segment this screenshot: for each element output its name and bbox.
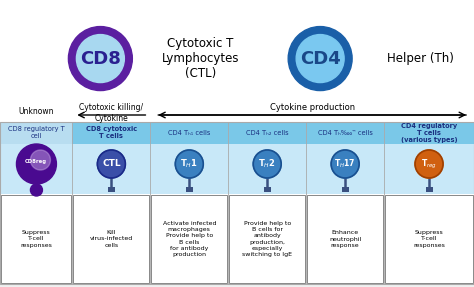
Text: Suppress
T-cell
responses: Suppress T-cell responses xyxy=(413,230,445,248)
Circle shape xyxy=(296,34,344,83)
Text: Kill
virus-infected
cells: Kill virus-infected cells xyxy=(90,230,133,248)
Text: CTL: CTL xyxy=(102,160,121,168)
Text: CD8reg: CD8reg xyxy=(25,160,46,164)
Circle shape xyxy=(415,150,443,178)
FancyBboxPatch shape xyxy=(1,195,72,283)
FancyBboxPatch shape xyxy=(151,195,227,283)
Circle shape xyxy=(76,34,124,83)
Text: Provide help to
B cells for
antibody
production,
especially
switching to IgE: Provide help to B cells for antibody pro… xyxy=(242,221,292,257)
Bar xyxy=(264,187,271,192)
Text: T$_H$1: T$_H$1 xyxy=(181,158,198,170)
Text: Cytokine production: Cytokine production xyxy=(270,102,355,112)
FancyBboxPatch shape xyxy=(307,195,383,283)
Ellipse shape xyxy=(30,184,43,196)
Circle shape xyxy=(68,27,132,91)
Bar xyxy=(0,122,474,284)
Circle shape xyxy=(253,150,281,178)
Bar xyxy=(0,194,474,284)
Text: CD4: CD4 xyxy=(300,50,340,67)
Circle shape xyxy=(17,144,56,184)
Text: Unknown: Unknown xyxy=(18,108,54,117)
Circle shape xyxy=(97,150,125,178)
FancyBboxPatch shape xyxy=(385,195,473,283)
Text: CD8 regulatory T
cell: CD8 regulatory T cell xyxy=(8,127,65,139)
Text: T$_H$2: T$_H$2 xyxy=(258,158,276,170)
Bar xyxy=(0,122,73,144)
Text: Cytotoxic killing/
Cytokine: Cytotoxic killing/ Cytokine xyxy=(79,103,144,123)
Bar xyxy=(0,144,474,194)
Circle shape xyxy=(288,27,352,91)
Bar xyxy=(342,187,348,192)
Text: Cytotoxic T
Lymphocytes
(CTL): Cytotoxic T Lymphocytes (CTL) xyxy=(162,37,239,80)
Text: Suppress
T-cell
responses: Suppress T-cell responses xyxy=(20,230,52,248)
Text: T$_{reg}$: T$_{reg}$ xyxy=(421,158,437,170)
Bar xyxy=(0,0,474,122)
Text: CD4 regulatory
T cells
(various types): CD4 regulatory T cells (various types) xyxy=(401,123,457,143)
Circle shape xyxy=(175,150,203,178)
Text: Enhance
neutrophil
response: Enhance neutrophil response xyxy=(329,230,361,248)
Text: CD4 Tₕ₂ cells: CD4 Tₕ₂ cells xyxy=(246,130,289,136)
Bar xyxy=(73,122,474,144)
Bar xyxy=(186,187,193,192)
Text: CD8 cytotoxic
T cells: CD8 cytotoxic T cells xyxy=(86,127,137,139)
Text: Activate infected
macrophages
Provide help to
B cells
for antibody
production: Activate infected macrophages Provide he… xyxy=(163,221,216,257)
FancyBboxPatch shape xyxy=(229,195,305,283)
Text: CD4 Tₕ₁ cells: CD4 Tₕ₁ cells xyxy=(168,130,210,136)
Circle shape xyxy=(30,150,50,170)
Text: T$_H$17: T$_H$17 xyxy=(334,158,356,170)
FancyBboxPatch shape xyxy=(73,195,149,283)
Text: CD8: CD8 xyxy=(80,50,121,67)
Bar xyxy=(108,187,115,192)
Text: Helper (Th): Helper (Th) xyxy=(387,52,454,65)
Text: CD4 Tₕ‱‷ cells: CD4 Tₕ‱‷ cells xyxy=(318,130,373,136)
Bar xyxy=(426,187,433,192)
Circle shape xyxy=(331,150,359,178)
